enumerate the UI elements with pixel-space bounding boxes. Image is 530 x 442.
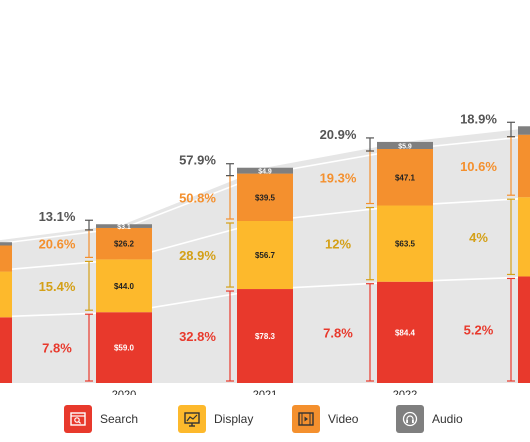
data-label-display-2020: $44.0: [114, 282, 135, 291]
growth-label-display-2021: 28.9%: [179, 248, 216, 263]
search-icon: [64, 405, 92, 433]
data-label-video-2020: $26.2: [114, 240, 135, 249]
bar-audio-2021: [237, 167, 293, 174]
legend-item-display: Display: [178, 405, 253, 433]
data-label-audio-2020: $3.1: [117, 224, 131, 231]
bar-search-2021: [237, 289, 293, 383]
bar-audio-2022: [377, 141, 433, 149]
legend: Search Display Video Audio: [0, 405, 530, 442]
x-tick-label-2021: 2021: [253, 389, 277, 395]
data-label-video-2021: $39.5: [255, 193, 276, 202]
x-tick-label-2020: 2020: [112, 389, 136, 395]
bar-video-2021: [237, 173, 293, 221]
data-label-video-2022: $47.1: [395, 173, 416, 182]
x-tick-label-2022: 2022: [393, 389, 417, 395]
legend-item-audio: Audio: [396, 405, 463, 433]
growth-label-audio-2023: 18.9%: [460, 111, 497, 126]
legend-item-video: Video: [292, 405, 358, 433]
data-label-search-2021: $78.3: [255, 332, 276, 341]
video-icon: [292, 405, 320, 433]
growth-label-display-2023: 4%: [469, 230, 488, 245]
bar-video-2020: [96, 227, 152, 260]
growth-label-search-2021: 32.8%: [179, 329, 216, 344]
data-label-audio-2021: $4.9: [258, 169, 272, 176]
bar-display-2022: [377, 205, 433, 282]
bar-display-2020: [96, 259, 152, 313]
growth-label-video-2020: 20.6%: [39, 237, 76, 252]
bar-search-2020: [96, 312, 152, 383]
legend-label-video: Video: [328, 412, 359, 426]
bar-video-2022: [377, 149, 433, 206]
growth-label-search-2022: 7.8%: [323, 325, 353, 340]
bar-video-2019: [0, 245, 12, 272]
growth-label-audio-2020: 13.1%: [39, 209, 76, 224]
bar-audio-2019: [0, 242, 12, 246]
growth-label-search-2023: 5.2%: [464, 323, 494, 338]
stacked-bar-chart: $59.0 $78.3 $84.4 $44.0 $56.7 $63.5 $26.2 $39.5…: [0, 111, 530, 395]
bar-search-2022: [377, 281, 433, 383]
legend-label-audio: Audio: [432, 412, 463, 426]
bar-display-2023: [518, 197, 530, 277]
data-label-display-2022: $63.5: [395, 240, 416, 249]
bar-video-2023: [518, 134, 530, 198]
bar-display-2019: [0, 271, 12, 318]
bar-audio-2023: [518, 126, 530, 135]
display-icon: [178, 405, 206, 433]
growth-label-audio-2021: 57.9%: [179, 153, 216, 168]
bar-search-2019: [0, 317, 12, 383]
bar-search-2023: [518, 276, 530, 383]
legend-label-search: Search: [100, 412, 139, 426]
legend-item-search: Search: [64, 405, 138, 433]
growth-label-video-2021: 50.8%: [179, 190, 216, 205]
growth-label-video-2022: 19.3%: [320, 170, 357, 185]
legend-label-display: Display: [214, 412, 254, 426]
bar-display-2021: [237, 221, 293, 290]
growth-label-display-2022: 12%: [325, 237, 351, 252]
data-label-display-2021: $56.7: [255, 251, 276, 260]
data-label-search-2022: $84.4: [395, 328, 416, 337]
bar-audio-2020: [96, 224, 152, 228]
growth-label-search-2020: 7.8%: [42, 341, 72, 356]
audio-icon: [396, 405, 424, 433]
data-label-audio-2022: $5.9: [398, 143, 412, 150]
data-label-search-2020: $59.0: [114, 344, 135, 353]
growth-label-audio-2022: 20.9%: [320, 127, 357, 142]
growth-label-video-2023: 10.6%: [460, 159, 497, 174]
growth-label-display-2020: 15.4%: [39, 279, 76, 294]
